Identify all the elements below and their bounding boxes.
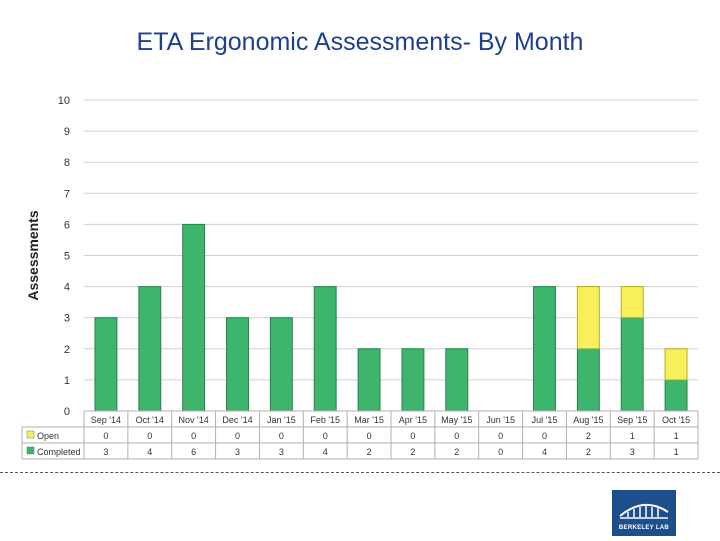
x-tick-label: Feb '15: [310, 415, 340, 425]
x-tick-label: Jan '15: [267, 415, 296, 425]
bar-completed: [620, 317, 644, 412]
y-tick-label: 6: [64, 219, 70, 231]
bar-completed: [226, 317, 249, 412]
y-tick-label: 10: [58, 95, 70, 107]
dashed-divider: [0, 472, 720, 473]
x-tick-label: Oct '15: [662, 415, 690, 425]
data-table-value: 0: [498, 447, 503, 457]
lab-building-icon: [619, 504, 669, 519]
data-table-value: 0: [323, 431, 328, 441]
data-table-value: 3: [279, 447, 284, 457]
y-tick-label: 3: [64, 313, 70, 325]
data-table-value: 1: [674, 431, 679, 441]
data-table-value: 2: [454, 447, 459, 457]
data-table-value: 0: [103, 431, 108, 441]
bar-open: [664, 348, 688, 381]
x-tick-label: Oct '14: [136, 415, 164, 425]
bar-open: [620, 286, 644, 319]
y-tick-label: 8: [64, 157, 70, 169]
x-tick-label: Mar '15: [354, 415, 384, 425]
legend-swatch-completed: [26, 446, 35, 455]
bar-completed: [313, 286, 337, 412]
legend-swatch-open: [26, 430, 35, 439]
data-table-value: 0: [367, 431, 372, 441]
bar-completed: [664, 379, 688, 412]
bar-completed: [401, 348, 425, 412]
y-axis-label: Assessments: [25, 210, 41, 300]
data-table-value: 2: [367, 447, 372, 457]
data-table-value: 3: [235, 447, 240, 457]
logo-text: BERKELEY LAB: [618, 525, 670, 531]
y-tick-label: 0: [64, 406, 70, 418]
x-tick-label: Nov '14: [179, 415, 209, 425]
x-tick-label: Jun '15: [486, 415, 515, 425]
data-table-value: 0: [147, 431, 152, 441]
y-tick-label: 1: [64, 375, 70, 387]
legend-label-open: Open: [37, 431, 59, 441]
data-table-value: 3: [630, 447, 635, 457]
y-tick-label: 7: [64, 188, 70, 200]
data-table-value: 4: [147, 447, 152, 457]
page-title: ETA Ergonomic Assessments- By Month: [136, 28, 584, 56]
data-table-value: 0: [454, 431, 459, 441]
data-table-value: 0: [279, 431, 284, 441]
y-tick-label: 9: [64, 126, 70, 138]
x-tick-label: Aug '15: [573, 415, 603, 425]
legend-label-completed: Completed: [37, 447, 81, 457]
y-tick-label: 5: [64, 251, 70, 263]
x-tick-label: Apr '15: [399, 415, 427, 425]
berkeley-lab-logo: BERKELEY LAB: [612, 490, 676, 536]
data-table-value: 3: [103, 447, 108, 457]
data-table-value: 0: [542, 431, 547, 441]
data-table-value: 1: [674, 447, 679, 457]
bar-completed: [269, 317, 293, 412]
x-tick-label: Sep '14: [91, 415, 121, 425]
x-tick-label: Jul '15: [532, 415, 558, 425]
data-table-value: 4: [542, 447, 547, 457]
x-tick-label: Dec '14: [222, 415, 252, 425]
x-tick-label: Sep '15: [617, 415, 647, 425]
data-table-value: 0: [498, 431, 503, 441]
data-table-value: 0: [191, 431, 196, 441]
data-table-value: 2: [586, 447, 591, 457]
data-table-value: 2: [410, 447, 415, 457]
bar-completed: [445, 348, 469, 412]
data-table-value: 0: [410, 431, 415, 441]
data-table-value: 2: [586, 431, 591, 441]
bar-completed: [94, 317, 118, 412]
data-table-value: 6: [191, 447, 196, 457]
data-table-value: 0: [235, 431, 240, 441]
data-table-value: 4: [323, 447, 328, 457]
y-tick-label: 4: [64, 282, 70, 294]
bar-completed: [533, 286, 556, 412]
data-table-value: 1: [630, 431, 635, 441]
x-tick-label: May '15: [441, 415, 472, 425]
bar-completed: [357, 348, 381, 412]
y-tick-label: 2: [64, 344, 70, 356]
bar-completed: [138, 286, 162, 412]
bar-completed: [576, 348, 600, 412]
bar-completed: [182, 223, 206, 412]
bar-open: [576, 286, 600, 350]
